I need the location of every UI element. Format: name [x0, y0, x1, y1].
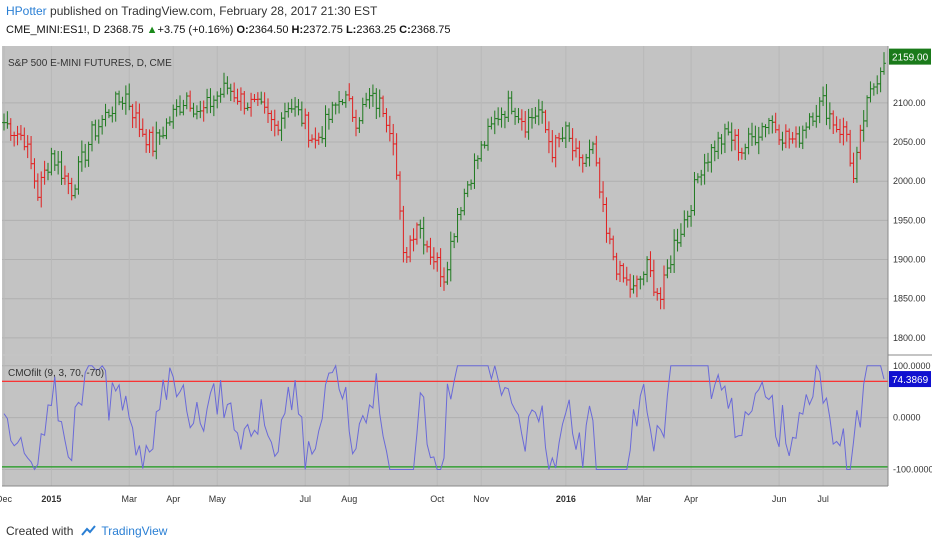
- x-tick-label: Jul: [817, 494, 829, 504]
- tradingview-logo-icon[interactable]: [81, 525, 97, 537]
- price-bar: [882, 52, 886, 75]
- price-chart-title: S&P 500 E-MINI FUTURES, D, CME: [8, 58, 172, 69]
- high-value: 2372.75: [303, 24, 343, 36]
- indicator-panel-bg: [2, 356, 888, 486]
- chart-area[interactable]: S&P 500 E-MINI FUTURES, D, CME CMOfilt (…: [0, 44, 932, 514]
- change-up-icon: ▲: [146, 24, 158, 36]
- published-text: published on TradingView.com, February 2…: [46, 4, 378, 18]
- created-with-text: Created with: [6, 524, 74, 538]
- indicator-line: [3, 364, 885, 471]
- indicator-y-tick: 100.0000: [893, 361, 931, 371]
- close-value: 2368.75: [410, 24, 451, 36]
- x-tick-label: Apr: [166, 494, 180, 504]
- low-label: L:: [345, 24, 357, 36]
- price-y-tick: 2050.00: [893, 137, 926, 147]
- author-link[interactable]: HPotter: [6, 4, 47, 18]
- last-price: 2368.75: [103, 24, 144, 36]
- indicator-y-tick: -100.0000: [893, 464, 932, 474]
- price-y-tick: 1950.00: [893, 215, 926, 225]
- price-y-tick: 1800.00: [893, 333, 926, 343]
- indicator-title: CMOfilt (9, 3, 70, -70): [8, 368, 104, 379]
- indicator-y-tick: 0.0000: [893, 413, 921, 423]
- x-tick-label: Mar: [121, 494, 137, 504]
- price-y-tick: 2000.00: [893, 176, 926, 186]
- price-last-value-badge: [889, 48, 931, 65]
- x-tick-label: Jul: [299, 494, 311, 504]
- price-y-tick: 1900.00: [893, 255, 926, 265]
- x-tick-label: Jun: [772, 494, 787, 504]
- tradingview-link[interactable]: TradingView: [101, 524, 168, 538]
- high-label: H:: [291, 24, 304, 36]
- x-tick-label: Oct: [430, 494, 445, 504]
- indicator-last-value-badge: [889, 371, 931, 388]
- x-tick-label: 2016: [556, 494, 576, 504]
- indicator-last-value: 74.3869: [892, 375, 929, 386]
- price-last-value: 2159.00: [892, 53, 929, 64]
- x-tick-label: Apr: [684, 494, 698, 504]
- price-y-tick: 1850.00: [893, 294, 926, 304]
- low-value: 2363.25: [356, 24, 397, 36]
- open-value: 2364.50: [248, 24, 289, 36]
- symbol-info: CME_MINI:ES1!, D 2368.75 ▲+3.75 (+0.16%)…: [6, 24, 451, 36]
- price-panel-bg: [2, 46, 888, 354]
- open-label: O:: [236, 24, 249, 36]
- price-y-tick: 2100.00: [893, 98, 926, 108]
- symbol-name: CME_MINI:ES1!, D: [6, 24, 101, 36]
- x-tick-label: 2015: [41, 494, 61, 504]
- x-tick-label: Nov: [473, 494, 490, 504]
- publish-info: HPotter published on TradingView.com, Fe…: [6, 4, 377, 18]
- price-series: [2, 52, 886, 310]
- x-tick-label: Dec: [0, 494, 12, 504]
- footer: Created with TradingView: [6, 524, 167, 538]
- x-tick-label: May: [209, 494, 227, 504]
- price-change: +3.75 (+0.16%): [157, 24, 234, 36]
- close-label: C:: [399, 24, 411, 36]
- x-tick-label: Mar: [636, 494, 652, 504]
- x-tick-label: Aug: [341, 494, 357, 504]
